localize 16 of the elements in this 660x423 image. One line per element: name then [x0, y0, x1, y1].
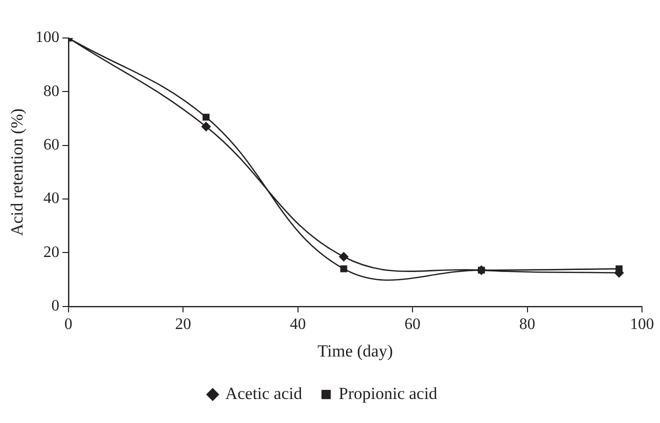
legend-label: Propionic acid	[338, 384, 438, 403]
x-tick-label: 80	[519, 316, 536, 334]
y-axis-title: Acid retention (%)	[8, 108, 27, 236]
x-tick-label: 0	[64, 316, 72, 334]
x-tick-label: 20	[175, 316, 192, 334]
y-tick-label: 100	[35, 29, 60, 46]
x-axis-title: Time (day)	[317, 341, 393, 360]
y-tick-label: 20	[43, 244, 60, 261]
x-tick-label: 100	[630, 316, 654, 334]
y-tick-label: 80	[43, 82, 60, 100]
y-tick-label: 40	[43, 190, 60, 208]
y-tick-label: 0	[51, 298, 60, 315]
legend-label: Acetic acid	[225, 384, 303, 403]
x-tick-label: 40	[290, 316, 306, 334]
x-tick-label: 60	[404, 316, 421, 334]
y-tick-label: 60	[43, 136, 60, 154]
